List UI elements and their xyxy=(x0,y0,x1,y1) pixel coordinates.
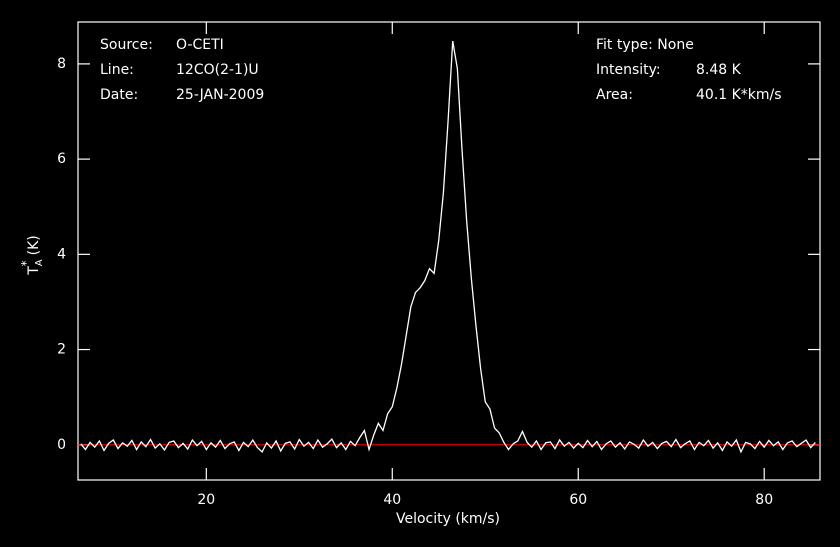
plot-frame xyxy=(77,21,821,481)
info-value: O-CETI xyxy=(176,37,224,53)
info-value: 8.48 K xyxy=(696,62,742,78)
info-label: Area: xyxy=(596,87,633,103)
info-label: Intensity: xyxy=(596,62,661,78)
y-label-sup: * xyxy=(19,260,33,266)
y-tick-label: 8 xyxy=(57,56,66,72)
info-label: Source: xyxy=(100,37,153,53)
info-value: 25-JAN-2009 xyxy=(176,87,264,103)
y-axis-label: TA* (K) xyxy=(19,235,46,276)
y-tick-label: 6 xyxy=(57,151,66,167)
info-value: 12CO(2-1)U xyxy=(176,62,259,78)
y-tick-label: 0 xyxy=(57,437,66,453)
y-label-main: T xyxy=(26,266,42,276)
y-tick-label: 2 xyxy=(57,342,66,358)
y-label-sub: A xyxy=(34,259,45,266)
info-label: Date: xyxy=(100,87,138,103)
x-tick-label: 80 xyxy=(755,492,773,508)
x-tick-label: 40 xyxy=(383,492,401,508)
y-tick-label: 4 xyxy=(57,246,66,262)
x-tick-label: 20 xyxy=(197,492,215,508)
info-label: Fit type: None xyxy=(596,37,694,53)
x-tick-label: 60 xyxy=(569,492,587,508)
info-value: 40.1 K*km/s xyxy=(696,87,782,103)
x-axis-label: Velocity (km/s) xyxy=(396,511,500,527)
spectrum-line xyxy=(80,40,816,454)
info-label: Line: xyxy=(100,62,134,78)
y-label-unit: (K) xyxy=(26,235,42,255)
